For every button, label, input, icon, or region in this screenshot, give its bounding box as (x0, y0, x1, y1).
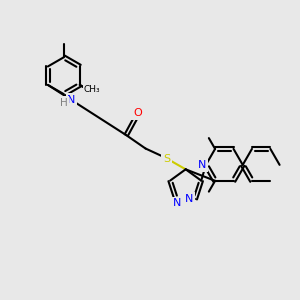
Text: H: H (60, 98, 68, 108)
Text: S: S (163, 154, 170, 164)
Text: CH₃: CH₃ (84, 85, 101, 94)
Text: N: N (184, 194, 193, 204)
Text: N: N (198, 160, 206, 170)
Text: O: O (133, 108, 142, 118)
Text: N: N (67, 95, 76, 105)
Text: N: N (173, 198, 182, 208)
